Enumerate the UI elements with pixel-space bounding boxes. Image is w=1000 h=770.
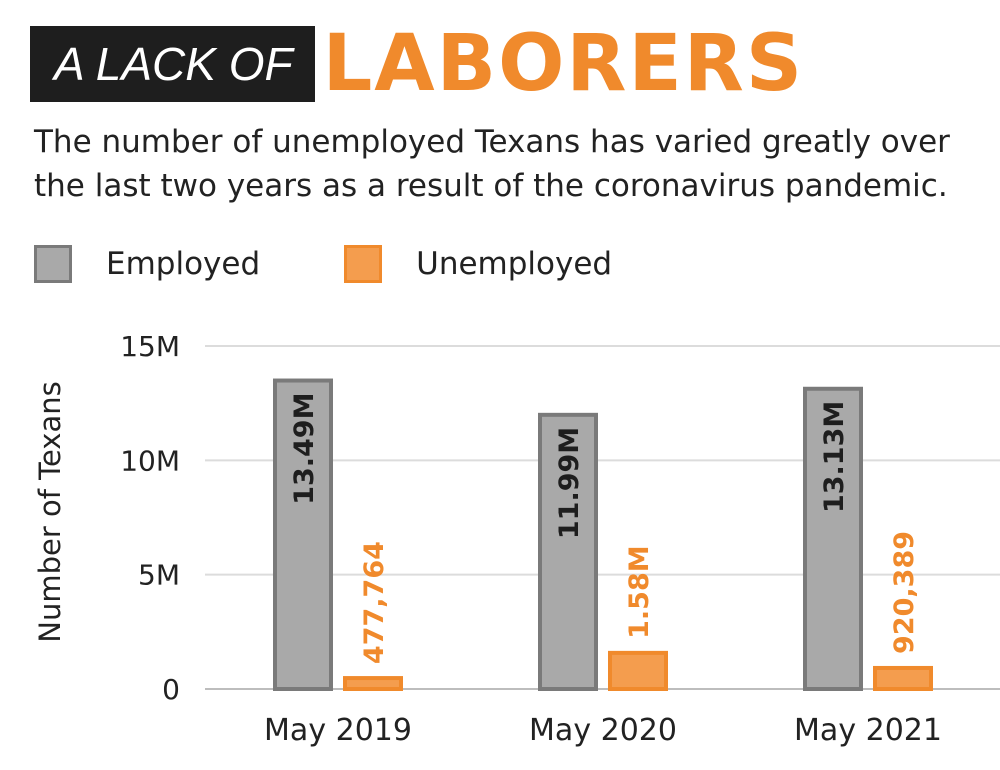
bar-chart: 0 5M 10M 15M Number of Texans 13.49M 11.99M 13.… <box>33 330 1000 748</box>
y-tick-label: 0 <box>162 673 180 706</box>
legend-swatch-unemployed <box>344 245 383 283</box>
data-label-unemployed: 1.58M <box>624 545 655 639</box>
data-label-employed: 11.99M <box>554 427 585 539</box>
data-label-unemployed: 477,764 <box>359 541 390 664</box>
y-tick-label: 15M <box>120 330 180 363</box>
bar-employed <box>803 386 863 691</box>
legend-label-unemployed: Unemployed <box>416 246 613 282</box>
data-label-employed: 13.49M <box>289 393 320 505</box>
y-tick-label: 5M <box>138 559 180 592</box>
legend-item-employed: Employed <box>34 245 260 283</box>
y-axis-label: Number of Texans <box>33 381 67 642</box>
title-prefix: A LACK OF <box>30 26 315 102</box>
x-category-label: May 2019 <box>264 713 412 748</box>
legend-swatch-employed <box>34 245 72 283</box>
chart-title: A LACK OF LABORERS <box>30 19 805 109</box>
x-category-label: May 2020 <box>529 713 677 748</box>
title-highlight: LABORERS <box>322 19 805 109</box>
bar-unemployed <box>873 665 933 691</box>
y-tick-label: 10M <box>120 444 180 477</box>
chart-subtitle: The number of unemployed Texans has vari… <box>34 124 950 204</box>
data-label-employed: 13.13M <box>819 401 850 513</box>
bar-employed <box>273 378 333 692</box>
data-label-unemployed: 920,389 <box>889 531 920 654</box>
x-category-label: May 2021 <box>794 713 942 748</box>
bar-unemployed <box>343 676 403 692</box>
legend-label-employed: Employed <box>106 246 261 282</box>
legend: Employed Unemployed <box>34 242 696 286</box>
legend-item-unemployed: Unemployed <box>344 245 612 283</box>
bar-employed <box>538 412 598 691</box>
bar-unemployed <box>608 650 668 691</box>
